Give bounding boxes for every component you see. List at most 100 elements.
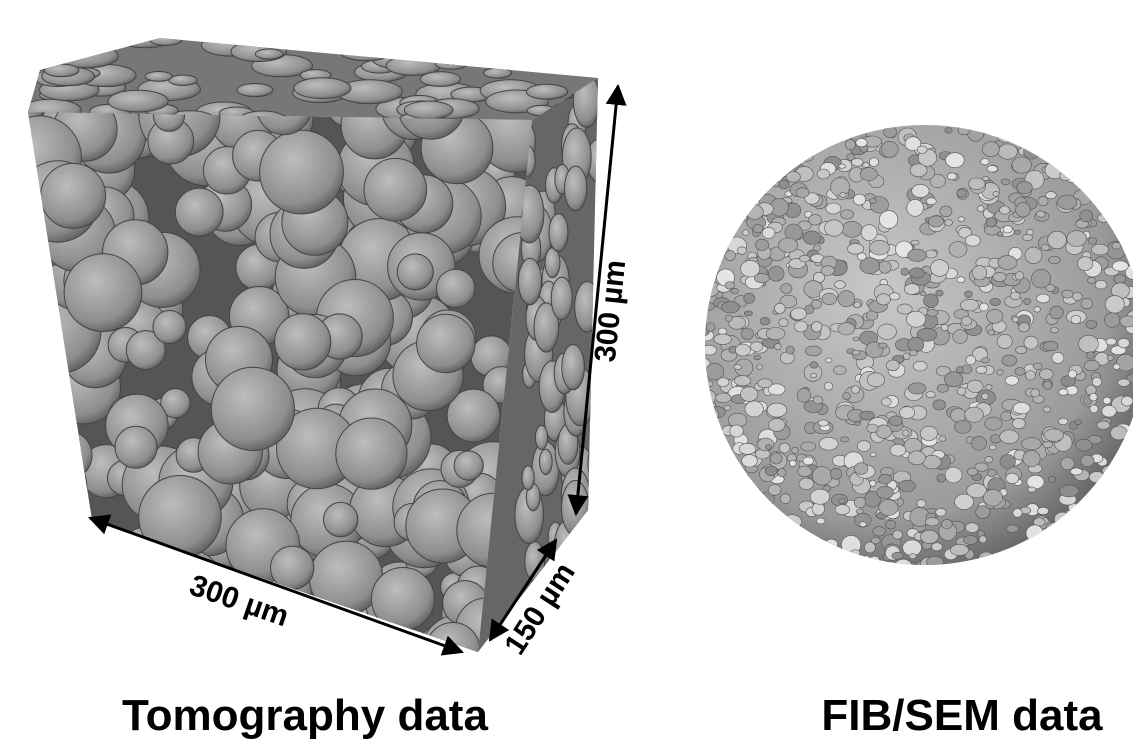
sphere-grain — [1050, 328, 1058, 333]
sphere-grain — [1118, 338, 1130, 348]
sphere-grain — [878, 324, 897, 340]
sphere-grain — [867, 373, 885, 387]
sphere-grain — [794, 321, 807, 332]
grain — [539, 449, 552, 475]
sphere-grain — [869, 556, 879, 564]
grain — [20, 35, 84, 58]
sphere-grain — [967, 380, 983, 392]
sphere-grain — [1043, 341, 1058, 351]
sphere-grain — [801, 442, 816, 451]
sphere-grain — [774, 303, 785, 313]
sphere-grain — [900, 407, 915, 419]
sphere-grain — [986, 218, 997, 227]
grain — [565, 166, 587, 211]
sphere-grain — [927, 310, 938, 317]
sphere-grain — [911, 240, 919, 245]
grain — [566, 593, 596, 652]
sphere-grain — [894, 559, 913, 578]
grain — [534, 28, 583, 46]
sphere-grain — [1092, 377, 1102, 386]
grain — [415, 24, 477, 46]
grain — [29, 348, 66, 385]
sphere-grain — [838, 499, 846, 504]
sphere-grain — [1061, 458, 1075, 470]
sphere-grain — [1023, 450, 1040, 467]
sphere-grain — [812, 467, 832, 486]
sphere-grain — [955, 494, 974, 510]
grain — [535, 425, 547, 449]
sphere-grain — [937, 474, 946, 482]
sphere-grain — [730, 425, 743, 437]
sphere-grain — [879, 474, 892, 484]
grain — [590, 577, 605, 608]
sphere-grain — [893, 530, 903, 539]
sphere-grain — [792, 447, 799, 453]
sphere-grain — [979, 303, 988, 311]
sphere-grain — [901, 268, 909, 275]
grain — [0, 486, 74, 568]
sphere-grain — [704, 303, 715, 311]
sphere-grain — [822, 293, 837, 305]
sphere-grain — [1016, 203, 1031, 217]
sphere-grain — [937, 384, 948, 392]
sphere-grain — [886, 360, 899, 371]
grain — [275, 314, 331, 370]
sphere-grain — [988, 469, 997, 477]
sphere-grain — [942, 519, 953, 528]
sphere-grain — [953, 330, 968, 344]
grain — [545, 248, 560, 278]
sphere-grain — [877, 294, 891, 305]
grain — [211, 367, 294, 450]
sphere-grain — [1086, 320, 1097, 328]
sphere-grain — [861, 225, 877, 241]
sphere-grain — [1084, 360, 1100, 371]
grain — [577, 524, 606, 583]
sphere-grain — [1071, 315, 1081, 323]
sphere-grain — [982, 393, 989, 399]
sphere-grain — [889, 416, 902, 426]
grain — [153, 311, 186, 344]
grain — [8, 447, 87, 526]
sphere-grain — [767, 403, 787, 417]
grain — [16, 344, 55, 383]
sphere-grain — [1087, 352, 1094, 359]
sphere-grain — [707, 409, 719, 420]
sphere-grain — [969, 178, 986, 190]
sphere-grain — [825, 220, 844, 236]
sphere-grain — [699, 390, 716, 405]
sphere-grain — [987, 309, 1003, 323]
grain — [237, 84, 273, 97]
sphere-grain — [1003, 226, 1012, 233]
sphere-grain — [1001, 412, 1012, 421]
sphere-grain — [734, 376, 750, 386]
grain — [371, 568, 434, 631]
grain — [44, 64, 79, 77]
grain — [175, 188, 223, 236]
sphere-grain — [706, 323, 715, 332]
sphere-grain — [860, 411, 875, 420]
sphere-grain — [838, 291, 855, 307]
sphere-grain — [789, 460, 796, 466]
sphere-grain — [1102, 466, 1119, 476]
sphere-grain — [702, 345, 717, 355]
grain — [43, 431, 92, 480]
sphere-grain — [920, 426, 937, 440]
sphere-grain — [869, 158, 878, 167]
sphere-grain — [851, 386, 859, 394]
sphere-grain — [741, 474, 749, 481]
grain — [588, 445, 606, 481]
sphere-grain — [1024, 298, 1031, 305]
sphere-grain — [1050, 306, 1063, 319]
sphere-grain — [1036, 211, 1045, 217]
sphere-grain — [841, 210, 854, 219]
caption: Tomography data — [122, 691, 488, 740]
sphere-grain — [997, 334, 1012, 348]
sphere-grain — [950, 544, 968, 555]
grain — [397, 254, 433, 290]
sphere-grain — [1112, 261, 1128, 271]
sphere-grain — [1058, 418, 1068, 425]
sphere-grain — [1013, 509, 1022, 518]
grain — [147, 599, 199, 651]
sphere-grain — [989, 445, 996, 450]
grain — [13, 404, 52, 443]
